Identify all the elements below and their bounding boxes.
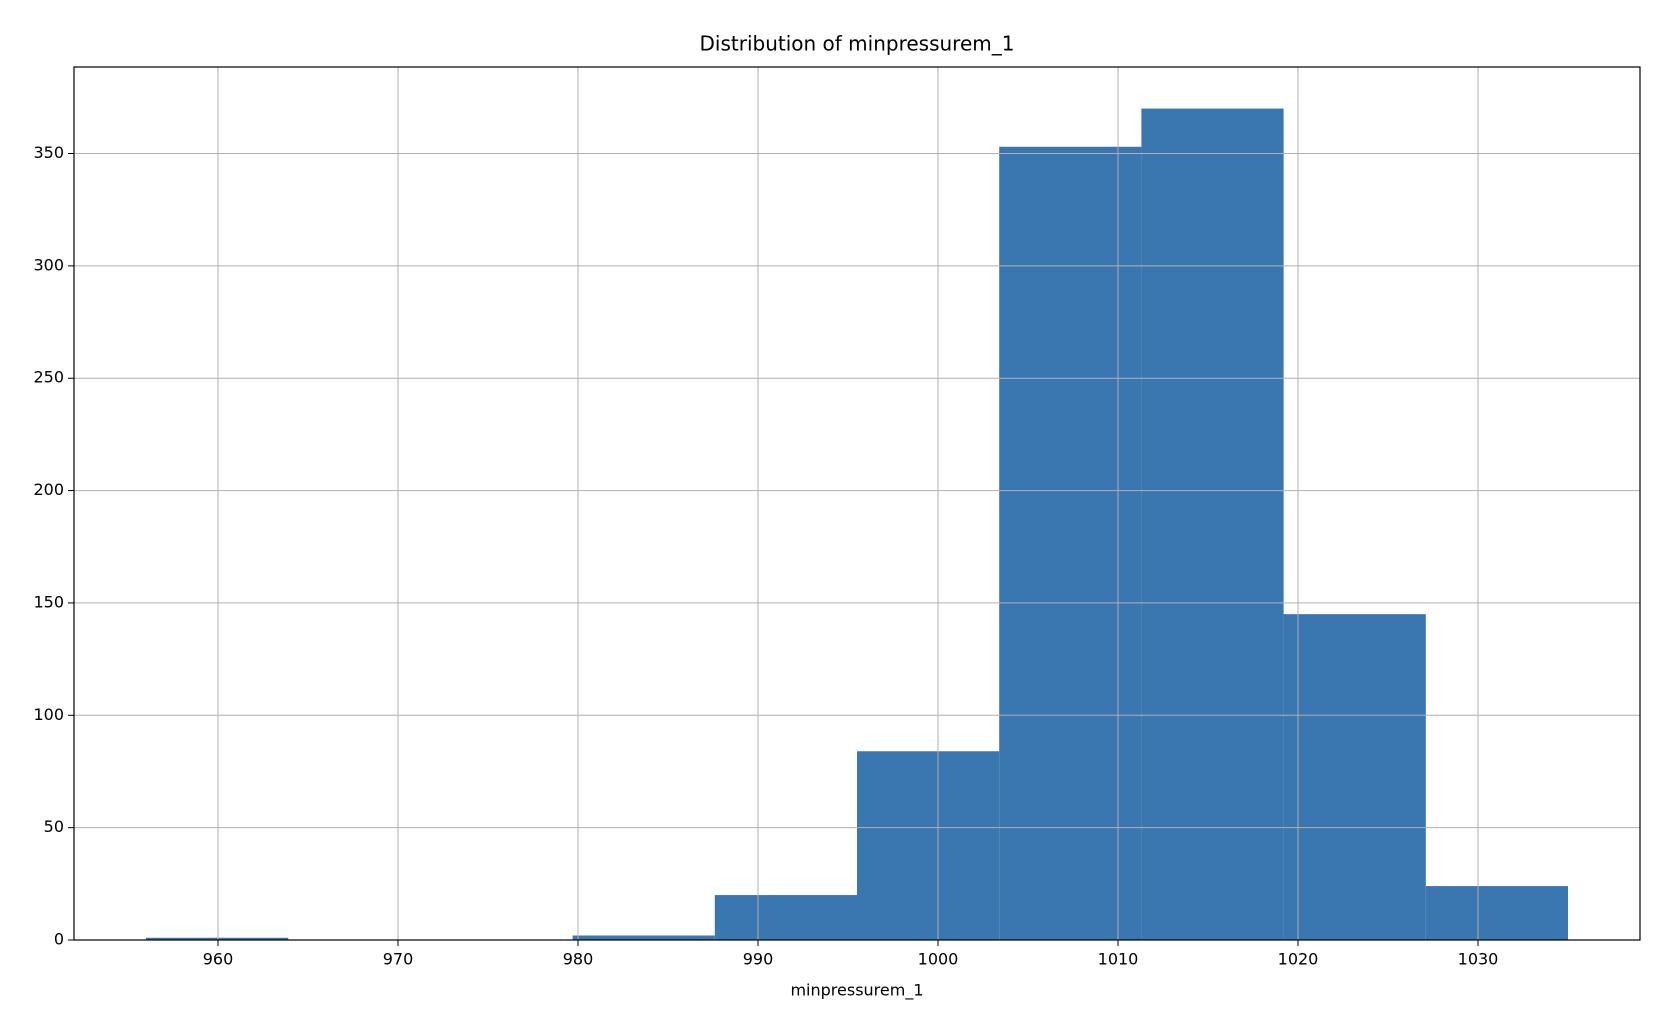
- x-tick-label: 960: [203, 950, 234, 969]
- y-tick-label: 350: [33, 143, 64, 162]
- y-tick-label: 150: [33, 592, 64, 611]
- y-tick-label: 50: [44, 817, 64, 836]
- bar: [1141, 108, 1284, 941]
- bar: [857, 751, 1000, 940]
- x-tick-label: 1000: [918, 950, 959, 969]
- x-tick-label: 970: [383, 950, 414, 969]
- chart-title: Distribution of minpressurem_1: [700, 32, 1015, 56]
- x-tick-label: 1020: [1278, 950, 1319, 969]
- y-tick-label: 300: [33, 255, 64, 274]
- plot-frame: [73, 66, 1641, 941]
- bar: [1425, 886, 1568, 940]
- bar: [572, 935, 715, 940]
- x-tick-label: 980: [563, 950, 594, 969]
- y-tick-label: 200: [33, 480, 64, 499]
- bar: [1283, 614, 1426, 940]
- y-tick-label: 250: [33, 368, 64, 387]
- y-tick-label: 100: [33, 705, 64, 724]
- bar: [146, 937, 289, 940]
- y-tick-label: 0: [54, 930, 64, 949]
- x-tick-label: 1010: [1098, 950, 1139, 969]
- x-axis-label: minpressurem_1: [790, 981, 923, 1001]
- bar: [714, 895, 857, 940]
- x-tick-label: 990: [743, 950, 774, 969]
- x-tick-label: 1030: [1458, 950, 1499, 969]
